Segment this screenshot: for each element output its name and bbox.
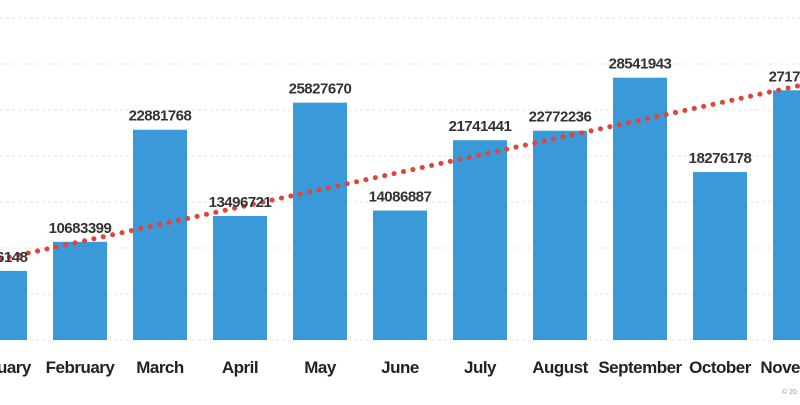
category-label-february: February [46,358,116,377]
bar-october [693,172,747,340]
bar-february [53,241,107,340]
category-label-september: September [598,358,682,377]
category-label-june: June [381,358,419,377]
bar-april [213,215,267,340]
category-label-may: May [304,358,337,377]
category-label-november: November [760,358,800,377]
value-label-march: 22881768 [129,108,192,125]
bar-march [133,129,187,340]
bar-november [773,90,800,341]
x-axis-labels: January February March April May June July Augu… [0,358,800,377]
value-label-october: 18276178 [689,150,752,167]
value-label-may: 25827670 [289,81,352,98]
category-label-august: August [532,358,588,377]
value-label-september: 28541943 [609,56,672,73]
value-label-july: 21741441 [449,118,512,135]
bar-july [453,140,507,340]
bars [0,77,800,341]
category-label-october: October [689,358,752,377]
trend-line-dots [0,82,800,262]
bar-june [373,210,427,340]
bar-may [293,102,347,340]
value-labels: 7516148 10683399 22881768 13496721 25827670 1… [0,56,800,266]
value-label-august: 22772236 [529,109,592,126]
value-label-april: 13496721 [209,194,272,211]
category-label-july: July [464,358,497,377]
category-label-january: January [0,358,32,377]
bar-january [0,270,27,340]
value-label-november: 27174000 [769,68,800,85]
credit-text: © 20 [782,388,797,396]
value-label-january: 7516148 [0,249,28,266]
category-label-march: March [136,358,184,377]
value-label-june: 14086887 [369,189,432,206]
bar-august [533,130,587,340]
trend-line [0,82,800,262]
category-label-april: April [222,358,258,377]
value-label-february: 10683399 [49,220,112,237]
